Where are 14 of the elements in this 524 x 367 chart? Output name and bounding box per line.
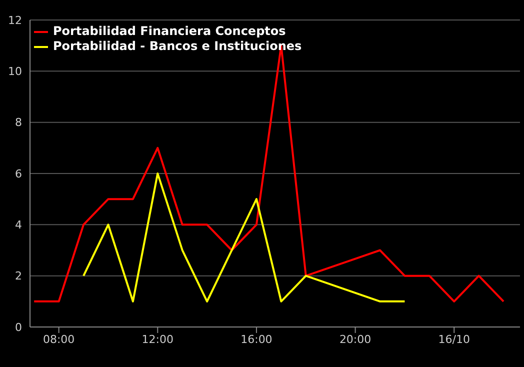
- x-tick-label: 16/10: [438, 332, 470, 346]
- y-tick-label: 6: [15, 167, 22, 180]
- y-tick-label: 2: [15, 270, 22, 283]
- legend-label: Portabilidad - Bancos e Instituciones: [53, 39, 302, 54]
- x-tick-label: 08:00: [42, 332, 75, 346]
- legend-label: Portabilidad Financiera Conceptos: [53, 24, 286, 39]
- y-tick-label: 8: [15, 116, 22, 130]
- y-tick-label: 4: [15, 218, 22, 232]
- y-tick-label: 10: [8, 65, 22, 78]
- y-tick-label: 0: [15, 320, 22, 334]
- y-tick-label: 12: [8, 14, 22, 27]
- x-tick-label: 16:00: [240, 332, 272, 346]
- x-tick-label: 20:00: [339, 332, 372, 346]
- x-tick-label: 12:00: [142, 332, 174, 346]
